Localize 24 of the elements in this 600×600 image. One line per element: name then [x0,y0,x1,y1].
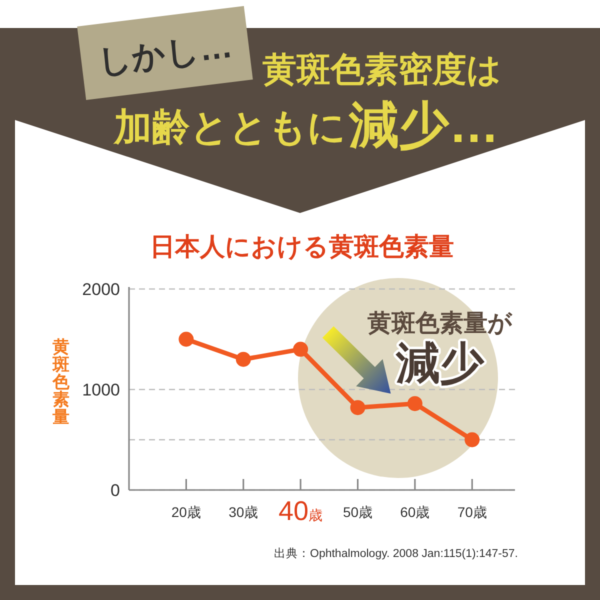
text: 減少… [348,97,499,153]
annotation: 減少 [395,339,485,388]
text: 加齢とともに [113,107,346,149]
x-tick-label: 50歳 [342,504,373,520]
point [350,400,366,416]
point [236,352,251,367]
annotation: 黄斑色素量が [366,310,512,337]
x-tick-label: 60歳 [400,504,430,520]
text: しかし… [96,26,234,80]
point [407,396,422,412]
y-axis-title: 黄斑色素量 [52,337,70,426]
y-tick-label: 1000 [82,380,120,400]
chart-subtitle: 日本人における黄斑色素量 [150,233,454,261]
y-tick-label: 2000 [82,280,120,299]
x-tick-label: 40歳 [278,496,323,526]
source-note: 出典：Ophthalmology. 2008 Jan:115(1):147-57. [274,547,518,560]
x-tick-label: 20歳 [171,504,201,520]
point [293,342,308,357]
point [464,432,480,448]
point [178,332,194,347]
y-tick-label: 0 [110,481,120,500]
x-tick-label: 70歳 [457,504,487,520]
x-tick-label: 30歳 [228,504,258,520]
chart-title: 黄斑色素密度は [262,51,502,89]
